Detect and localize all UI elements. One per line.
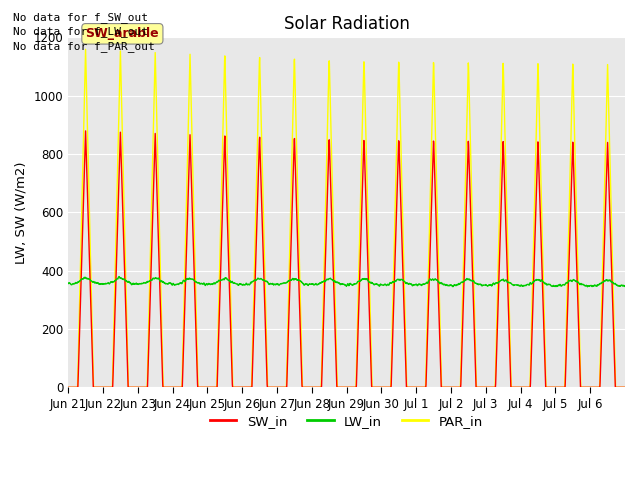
Legend: SW_in, LW_in, PAR_in: SW_in, LW_in, PAR_in (205, 410, 488, 433)
Y-axis label: LW, SW (W/m2): LW, SW (W/m2) (15, 161, 28, 264)
Title: Solar Radiation: Solar Radiation (284, 15, 410, 33)
Text: SW_arable: SW_arable (86, 27, 159, 40)
Text: No data for f_SW_out: No data for f_SW_out (13, 12, 148, 23)
Text: No data for f_LW_out: No data for f_LW_out (13, 26, 148, 37)
Text: No data for f_PAR_out: No data for f_PAR_out (13, 41, 154, 52)
